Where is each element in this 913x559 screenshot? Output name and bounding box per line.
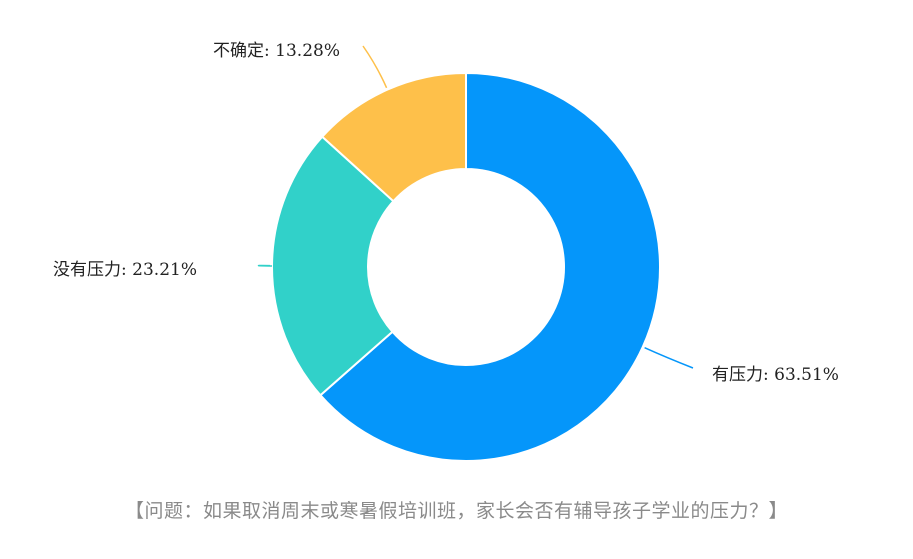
slice-no-pressure: [271, 135, 395, 397]
question-caption: 【问题：如果取消周末或寒暑假培训班，家长会否有辅导孩子学业的压力？】: [124, 500, 788, 522]
donut-chart: 有压力: 63.51% 没有压力: 23.21% 不确定: 13.28%: [53, 41, 839, 462]
chart-slice-labels: 有压力: 63.51% 没有压力: 23.21% 不确定: 13.28%: [53, 41, 839, 385]
slice-uncertain: [320, 71, 467, 203]
slice-label-pressure: 有压力: 63.51%: [712, 365, 839, 385]
slice-label-uncertain: 不确定: 13.28%: [213, 41, 340, 61]
chart-leader-lines: [257, 45, 694, 369]
slice-label-no-pressure: 没有压力: 23.21%: [53, 260, 197, 280]
leader-line-pressure: [644, 347, 694, 369]
chart-slices: [271, 71, 661, 462]
slice-pressure: [318, 71, 661, 462]
leader-line-uncertain: [362, 45, 388, 89]
